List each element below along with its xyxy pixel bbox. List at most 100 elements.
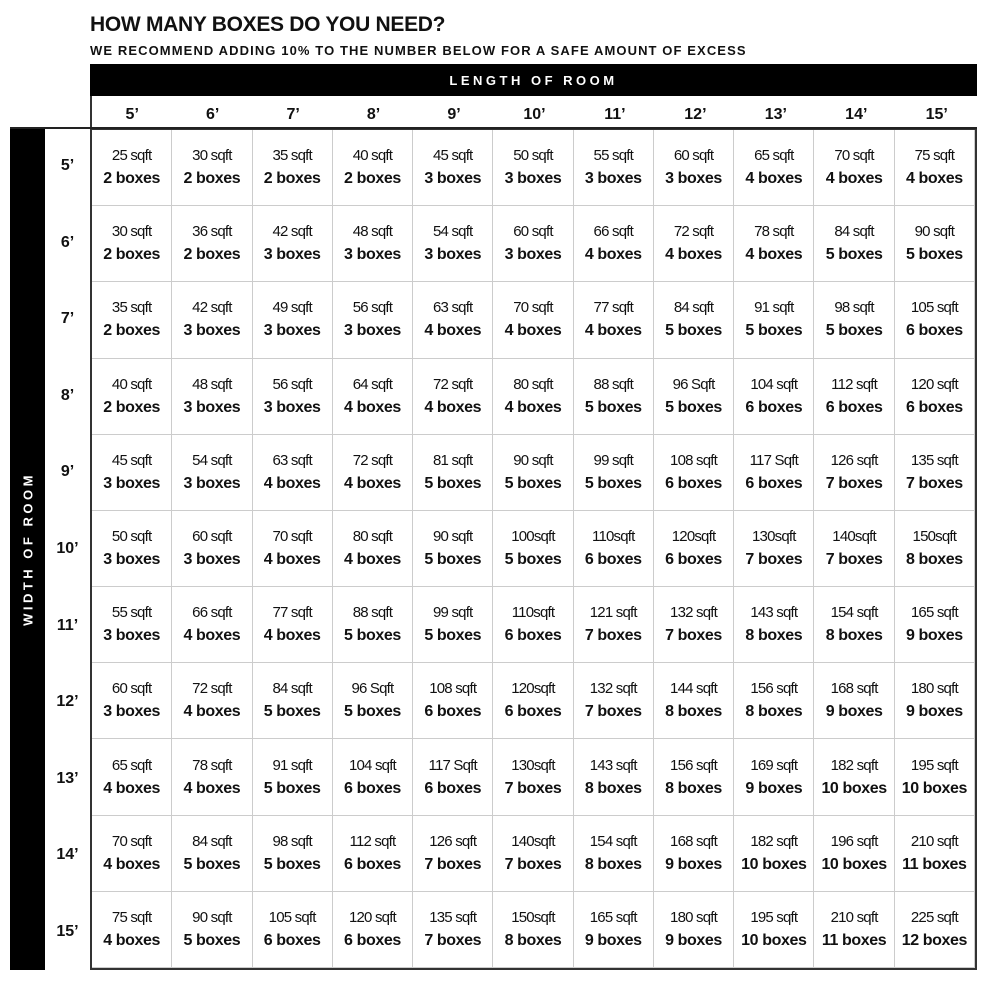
cell-boxes: 7 boxes xyxy=(424,855,482,873)
table-cell: 88 sqft 5 boxes xyxy=(573,358,654,435)
table-cell: 54 sqft 3 boxes xyxy=(172,434,253,511)
cell-sqft: 180 sqft xyxy=(910,680,959,698)
cell-sqft: 78 sqft xyxy=(192,756,232,774)
cell-sqft: 80 sqft xyxy=(352,527,393,545)
cell-sqft: 130sqft xyxy=(752,527,796,545)
cell-sqft: 105 sqft xyxy=(910,299,959,317)
cell-sqft: 56 sqft xyxy=(272,375,312,393)
cell-sqft: 156 sqft xyxy=(670,756,718,774)
table-cell: 143 sqft 8 boxes xyxy=(573,739,654,816)
cell-sqft: 30 sqft xyxy=(111,223,152,241)
row-header: 9’ xyxy=(60,463,75,481)
cell-sqft: 150sqft xyxy=(912,527,957,545)
cell-boxes: 5 boxes xyxy=(825,322,883,340)
row-header: 7’ xyxy=(60,310,75,328)
column-header: 5’ xyxy=(125,106,139,123)
table-cell: 80 sqft 4 boxes xyxy=(332,510,414,588)
cell-boxes: 8 boxes xyxy=(905,550,963,568)
cell-boxes: 4 boxes xyxy=(344,474,401,492)
cell-sqft: 84 sqft xyxy=(834,223,874,241)
cell-sqft: 99 sqft xyxy=(593,451,634,469)
cell-sqft: 70 sqft xyxy=(834,147,874,165)
table-cell: 154 sqft 8 boxes xyxy=(814,587,895,664)
table-cell: 42 sqft 3 boxes xyxy=(252,206,333,283)
cell-boxes: 9 boxes xyxy=(905,703,963,721)
cell-boxes: 7 boxes xyxy=(665,627,722,645)
cell-boxes: 6 boxes xyxy=(424,779,482,797)
cell-sqft: 96 Sqft xyxy=(672,375,716,393)
cell-boxes: 6 boxes xyxy=(745,474,803,492)
cell-boxes: 6 boxes xyxy=(424,703,482,721)
cell-boxes: 3 boxes xyxy=(424,246,482,264)
table-cell: 130sqft 7 boxes xyxy=(493,739,574,816)
table-cell: 50 sqft 3 boxes xyxy=(493,130,574,207)
cell-sqft: 70 sqft xyxy=(513,299,553,317)
table-cell: 126 sqft 7 boxes xyxy=(413,815,494,892)
cell-boxes: 4 boxes xyxy=(665,246,722,264)
row-header: 15’ xyxy=(56,922,79,940)
cell-boxes: 5 boxes xyxy=(183,931,241,949)
row-headers: 5’ 6’ 7’ 8’ 9’ 10’ 11’ 12’ 13’ 14’ 15’ xyxy=(45,128,90,970)
cell-sqft: 40 sqft xyxy=(111,375,152,393)
cell-sqft: 45 sqft xyxy=(111,451,152,469)
cell-sqft: 49 sqft xyxy=(272,299,312,317)
table-cell: 91 sqft 5 boxes xyxy=(252,739,333,816)
table-cell: 150sqft 8 boxes xyxy=(493,891,574,968)
table-cell: 225 sqft 12 boxes xyxy=(894,891,975,968)
table-cell: 35 sqft 2 boxes xyxy=(252,130,333,207)
cell-boxes: 10 boxes xyxy=(741,931,807,949)
table-cell: 135 sqft 7 boxes xyxy=(413,891,494,968)
cell-sqft: 112 sqft xyxy=(831,375,878,393)
cell-sqft: 98 sqft xyxy=(272,832,312,850)
table-cell: 165 sqft 9 boxes xyxy=(573,891,654,968)
cell-sqft: 84 sqft xyxy=(272,680,312,698)
cell-boxes: 2 boxes xyxy=(103,398,161,416)
cell-sqft: 143 sqft xyxy=(750,604,798,622)
table-cell: 72 sqft 4 boxes xyxy=(172,663,253,740)
page-subtitle: WE RECOMMEND ADDING 10% TO THE NUMBER BE… xyxy=(90,43,747,58)
cell-boxes: 6 boxes xyxy=(905,322,963,340)
cell-boxes: 3 boxes xyxy=(584,170,642,188)
cell-boxes: 8 boxes xyxy=(825,627,883,645)
table-cell: 98 sqft 5 boxes xyxy=(814,282,895,359)
table-cell: 165 sqft 9 boxes xyxy=(894,587,975,664)
cell-sqft: 182 sqft xyxy=(750,832,798,850)
cell-sqft: 65 sqft xyxy=(111,756,152,774)
table-cell: 105 sqft 6 boxes xyxy=(252,891,333,968)
table-cell: 110sqft 6 boxes xyxy=(493,587,574,664)
table-cell: 55 sqft 3 boxes xyxy=(573,130,654,207)
table-cell: 112 sqft 6 boxes xyxy=(332,815,414,892)
cell-boxes: 7 boxes xyxy=(825,474,883,492)
column-header: 9’ xyxy=(447,106,461,123)
cell-sqft: 66 sqft xyxy=(593,223,634,241)
cell-sqft: 30 sqft xyxy=(192,147,232,165)
cell-boxes: 4 boxes xyxy=(183,779,241,797)
table-cell: 143 sqft 8 boxes xyxy=(734,587,815,664)
table-cell: 117 Sqft 6 boxes xyxy=(413,739,494,816)
table-cell: 70 sqft 4 boxes xyxy=(493,282,574,359)
cell-sqft: 55 sqft xyxy=(593,147,634,165)
cell-boxes: 5 boxes xyxy=(584,474,642,492)
cell-boxes: 10 boxes xyxy=(741,855,807,873)
cell-boxes: 7 boxes xyxy=(424,931,482,949)
table-cell: 130sqft 7 boxes xyxy=(734,510,815,588)
cell-boxes: 5 boxes xyxy=(263,779,321,797)
cell-sqft: 81 sqft xyxy=(433,451,473,469)
cell-boxes: 9 boxes xyxy=(905,627,963,645)
table-cell: 99 sqft 5 boxes xyxy=(573,434,654,511)
table-cell: 144 sqft 8 boxes xyxy=(653,663,735,740)
cell-sqft: 100sqft xyxy=(511,527,555,545)
cell-boxes: 4 boxes xyxy=(183,627,241,645)
cell-boxes: 10 boxes xyxy=(821,855,887,873)
cell-sqft: 40 sqft xyxy=(352,147,393,165)
table-cell: 180 sqft 9 boxes xyxy=(894,663,975,740)
row-header: 13’ xyxy=(56,769,79,787)
cell-boxes: 2 boxes xyxy=(183,170,241,188)
cell-sqft: 88 sqft xyxy=(593,375,634,393)
column-headers: 5’ 6’ 7’ 8’ 9’ 10’ 11’ 12’ 13’ 14’ 15’ xyxy=(90,96,977,128)
row-header: 5’ xyxy=(60,157,75,175)
cell-boxes: 4 boxes xyxy=(183,703,241,721)
column-header: 12’ xyxy=(684,106,707,123)
table-cell: 60 sqft 3 boxes xyxy=(172,510,253,588)
cell-boxes: 5 boxes xyxy=(424,474,482,492)
